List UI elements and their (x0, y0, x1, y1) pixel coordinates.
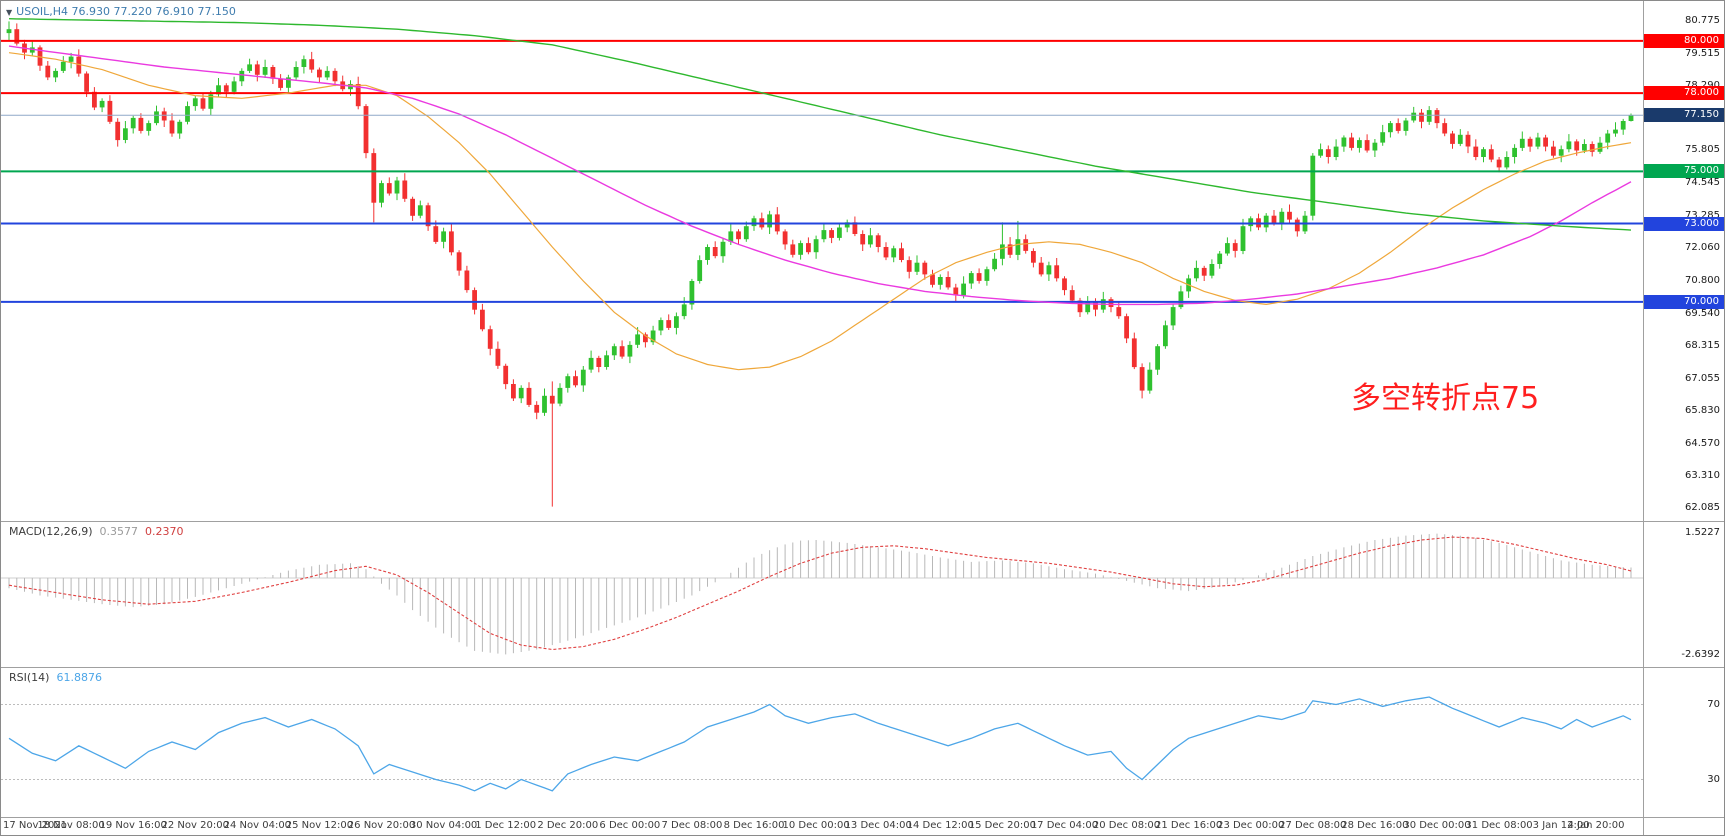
time-axis-label: 18 Nov 08:00 (37, 820, 105, 831)
macd-title: MACD(12,26,9) (9, 525, 93, 538)
macd-indicator-label: MACD(12,26,9) 0.3577 0.2370 (9, 525, 184, 538)
price-axis-label: 69.540 (1685, 307, 1720, 319)
time-axis-label: 10 Dec 00:00 (782, 820, 850, 831)
price-axis-label: 79.515 (1685, 47, 1720, 59)
symbol-ohlc-label: ▼ USOIL,H4 76.930 77.220 76.910 77.150 (6, 5, 236, 18)
chart-text-annotation[interactable]: 多空转折点75 (1351, 381, 1540, 416)
price-axis-label: 74.545 (1685, 177, 1720, 189)
ma-slow-green (8, 18, 1632, 231)
price-axis-label: 62.085 (1685, 502, 1720, 514)
price-axis-label: 63.310 (1685, 470, 1720, 482)
time-axis-label: 8 Dec 16:00 (723, 820, 785, 831)
rsi-value: 61.8876 (56, 671, 102, 684)
time-axis-label: 26 Nov 20:00 (347, 820, 416, 831)
time-axis-label: 3 Jan 12:00 (1532, 820, 1590, 831)
hline-price-badge: 73.000 (1644, 216, 1724, 231)
macd-main-value: 0.3577 (99, 525, 139, 538)
chart-shift-marker-icon: ▼ (6, 8, 13, 17)
time-scale: 17 Nov 2021 18 Nov 08:00 19 Nov 16:00 22 No… (1, 817, 1643, 835)
rsi-axis-label: 30 (1707, 773, 1720, 785)
macd-axis-label: -2.6392 (1681, 649, 1720, 660)
macd-signal-value: 0.2370 (145, 525, 184, 538)
ma-mid-magenta (8, 45, 1632, 306)
time-axis-label: 21 Dec 16:00 (1154, 820, 1223, 831)
time-axis-label: 22 Nov 20:00 (161, 820, 229, 831)
price-axis-label: 73.285 (1643, 210, 1724, 222)
time-axis-label: 24 Nov 04:00 (223, 820, 292, 831)
price-axis-label: 64.570 (1685, 437, 1720, 449)
hline-price-badge: 70.000 (1644, 294, 1724, 309)
time-axis-label: 31 Dec 08:00 (1465, 820, 1533, 831)
price-axis-label: 67.055 (1685, 372, 1720, 384)
rsi-axis-label: 70 (1707, 698, 1720, 710)
ma-fast-orange (8, 52, 1632, 371)
time-axis-label: 30 Nov 04:00 (409, 820, 478, 831)
time-axis-label: 30 Dec 00:00 (1403, 820, 1471, 831)
time-axis-label: 2 Dec 20:00 (537, 820, 599, 831)
price-axis-label: 65.830 (1685, 404, 1720, 416)
hline-price-badge: 75.000 (1644, 164, 1724, 179)
time-axis-label: 4 Jan 20:00 (1567, 820, 1625, 831)
macd-signal-line (8, 536, 1632, 651)
price-axis-label: 78.290 (1685, 79, 1720, 91)
hline-price-badge: 80.000 (1644, 33, 1724, 48)
symbol-ohlc-text: USOIL,H4 76.930 77.220 76.910 77.150 (16, 5, 236, 18)
candlestick-series (6, 21, 1634, 507)
time-axis-label: 1 Dec 12:00 (475, 820, 537, 831)
time-axis-label: 17 Dec 04:00 (1030, 820, 1099, 831)
hline-price-badge: 78.000 (1644, 86, 1724, 101)
time-axis-label: 14 Dec 12:00 (906, 820, 974, 831)
macd-histogram (8, 533, 1632, 655)
price-axis-label: 70.800 (1685, 274, 1720, 286)
rsi-title: RSI(14) (9, 671, 50, 684)
price-axis-label: 80.775 (1685, 14, 1720, 26)
current-price-badge: 77.150 (1644, 108, 1724, 123)
time-axis-label: 15 Dec 20:00 (968, 820, 1036, 831)
time-axis-label: 19 Nov 16:00 (99, 820, 167, 831)
time-axis-label: 6 Dec 00:00 (599, 820, 661, 831)
time-axis-label: 23 Dec 00:00 (1217, 820, 1285, 831)
time-axis-label: 27 Dec 08:00 (1279, 820, 1347, 831)
time-axis-label: 20 Dec 08:00 (1092, 820, 1161, 831)
time-axis-label: 7 Dec 08:00 (661, 820, 723, 831)
price-axis-label: 75.805 (1685, 144, 1720, 156)
price-scale: 80.775 79.515 78.290 75.805 74.545 73.285 72.0… (1643, 1, 1724, 835)
macd-axis-label: 1.5227 (1685, 527, 1720, 539)
time-axis-label: 17 Nov 2021 (3, 820, 68, 831)
time-axis-label: 25 Nov 12:00 (285, 820, 354, 831)
time-axis-label: 13 Dec 04:00 (844, 820, 912, 831)
price-axis-label: 68.315 (1685, 339, 1720, 351)
time-axis-label: 28 Dec 16:00 (1341, 820, 1409, 831)
rsi-line (8, 696, 1632, 792)
rsi-indicator-label: RSI(14) 61.8876 (9, 671, 102, 684)
price-axis-label: 72.060 (1685, 242, 1720, 254)
